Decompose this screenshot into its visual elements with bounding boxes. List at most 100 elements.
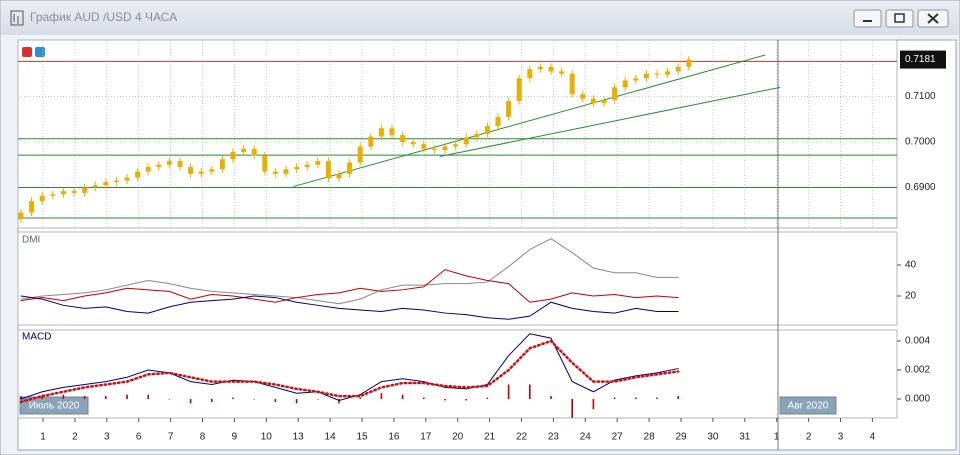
x-tick-label: 3 <box>104 432 110 443</box>
histogram-bar <box>20 396 22 400</box>
x-tick-label: 2 <box>806 432 812 443</box>
x-tick-label: 17 <box>420 432 432 443</box>
candle-body <box>113 180 119 183</box>
histogram-bar <box>401 394 404 400</box>
histogram-bar <box>571 399 573 418</box>
candle-body <box>400 135 406 142</box>
histogram-bar <box>105 396 107 400</box>
x-tick-label: 1 <box>40 432 46 443</box>
x-tick-label: 4 <box>870 432 876 443</box>
candle-body <box>156 164 162 168</box>
histogram-bar <box>317 399 319 400</box>
candle-body <box>675 66 681 72</box>
chart-area <box>17 39 957 451</box>
histogram-bar <box>529 384 531 400</box>
candle-body <box>378 128 384 137</box>
candle-body <box>29 201 35 213</box>
histogram-bar <box>507 384 510 400</box>
candle-body <box>389 128 395 136</box>
histogram-bar <box>274 399 277 402</box>
candle-body <box>177 161 183 168</box>
candle-body <box>251 148 257 156</box>
histogram-bar <box>465 399 467 401</box>
restore-button[interactable] <box>885 9 914 28</box>
candle-body <box>527 69 533 79</box>
x-tick-label: 2 <box>72 432 78 443</box>
candle-body <box>336 173 342 179</box>
x-tick-label: 29 <box>675 432 687 443</box>
y-tick-label: 40 <box>905 260 917 271</box>
candle-body <box>304 164 310 168</box>
x-tick-label: 1 <box>774 432 780 443</box>
indicator-line <box>20 333 679 401</box>
macd-label: MACD <box>22 332 51 343</box>
histogram-bar <box>62 394 65 400</box>
x-tick-label: 27 <box>612 432 624 443</box>
candle-body <box>145 167 151 172</box>
y-tick-label: 0.000 <box>905 394 930 405</box>
candle-body <box>612 87 618 101</box>
candle-body <box>60 191 66 195</box>
y-tick-label: 0.6900 <box>905 182 936 193</box>
candle-body <box>537 66 543 70</box>
histogram-bar <box>83 396 86 400</box>
histogram-bar <box>253 399 255 400</box>
histogram-bar <box>189 399 192 404</box>
candle-body <box>135 171 141 178</box>
candle-body <box>463 137 469 145</box>
histogram-bar <box>168 399 171 400</box>
candle-body <box>209 169 215 172</box>
candle-body <box>548 66 554 72</box>
trend-line <box>439 86 781 158</box>
histogram-bar <box>126 394 128 400</box>
candle-body <box>442 146 448 151</box>
histogram-bar <box>295 399 298 404</box>
indicator-line <box>20 238 679 305</box>
candle-body <box>559 71 565 74</box>
candle-body <box>643 73 649 79</box>
month-label-box <box>779 396 837 415</box>
x-tick-label: 13 <box>293 432 305 443</box>
candle-body <box>633 78 639 81</box>
candle-body <box>39 195 45 202</box>
histogram-bar <box>147 394 149 400</box>
x-tick-label: 28 <box>644 432 656 443</box>
close-button[interactable] <box>917 9 949 28</box>
x-tick-label: 15 <box>356 432 368 443</box>
x-tick-label: 16 <box>388 432 400 443</box>
candle-body <box>347 162 353 174</box>
candle-body <box>50 194 56 196</box>
indicator-line <box>19 339 680 404</box>
candle-body <box>82 187 88 193</box>
candle-body <box>18 212 24 220</box>
candle-body <box>92 185 98 188</box>
x-tick-label: 30 <box>707 432 719 443</box>
histogram-bar <box>423 397 425 400</box>
candle-body <box>368 136 374 147</box>
candle-body <box>622 80 628 88</box>
histogram-bar <box>338 399 340 404</box>
candle-body <box>124 177 130 181</box>
x-tick-label: 23 <box>548 432 560 443</box>
candle-body <box>198 171 204 174</box>
x-tick-label: 14 <box>325 432 337 443</box>
y-tick-label: 0.7000 <box>905 137 936 148</box>
x-tick-label: 24 <box>580 432 592 443</box>
y-tick-label: 20 <box>905 291 917 302</box>
x-tick-label: 6 <box>136 432 142 443</box>
x-tick-label: 8 <box>200 432 206 443</box>
y-tick-label: 0.004 <box>905 336 930 347</box>
last-price-label: 0.7181 <box>905 54 936 65</box>
title-bar <box>1 1 959 35</box>
window-title: График AUD /USD 4 ЧАСА <box>30 10 177 24</box>
candle-body <box>474 133 480 138</box>
last-price-box <box>900 50 946 69</box>
y-tick-label: 0.7100 <box>905 91 936 102</box>
candle-body <box>262 155 268 172</box>
minimize-button[interactable] <box>853 9 882 28</box>
candle-body <box>654 73 660 75</box>
x-tick-label: 9 <box>232 432 238 443</box>
panel-frame <box>17 231 898 326</box>
histogram-bar <box>486 397 489 400</box>
histogram-bar <box>592 399 595 410</box>
